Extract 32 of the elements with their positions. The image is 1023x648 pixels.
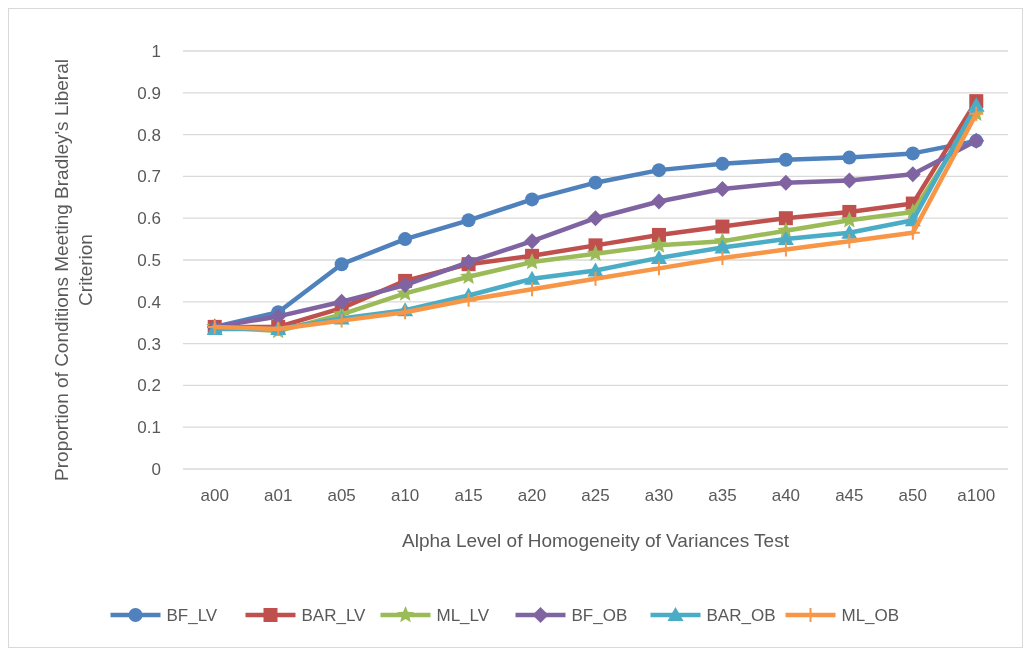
y-axis-title: Proportion of Conditions Meeting Bradley's Liberal Criterion xyxy=(51,59,96,481)
y-tick-label: 0.7 xyxy=(137,167,161,187)
y-tick-label: 0.3 xyxy=(137,334,161,354)
y-tick-label: 0.4 xyxy=(137,292,161,312)
x-tick-label: a40 xyxy=(771,486,801,505)
x-tick-label: a50 xyxy=(898,486,927,505)
legend-label: BF_OB xyxy=(571,605,628,625)
x-tick-label: a30 xyxy=(644,486,674,505)
x-tick-label: a20 xyxy=(517,486,547,505)
x-tick-label: a45 xyxy=(835,486,864,505)
y-tick-label: 1 xyxy=(151,41,161,61)
y-tick-label: 0.8 xyxy=(137,125,161,145)
x-tick-label: a15 xyxy=(454,486,483,505)
x-axis-title: Alpha Level of Homogeneity of Variances Test xyxy=(402,530,790,551)
y-tick-label: 0.5 xyxy=(137,250,161,270)
legend-label: BAR_LV xyxy=(301,605,367,625)
legend-label: ML_LV xyxy=(436,605,490,625)
x-tick-label: a100 xyxy=(957,486,996,505)
x-tick-label: a00 xyxy=(200,486,229,505)
legend-label: ML_OB xyxy=(841,605,900,625)
x-tick-label: a05 xyxy=(327,486,356,505)
x-tick-label: a35 xyxy=(708,486,737,505)
legend-label: BF_LV xyxy=(166,605,218,625)
y-tick-label: 0.1 xyxy=(137,418,161,438)
legend-label: BAR_OB xyxy=(706,605,776,625)
x-tick-label: a25 xyxy=(581,486,610,505)
y-tick-label: 0.9 xyxy=(137,83,161,103)
y-tick-label: 0.2 xyxy=(137,376,161,396)
x-tick-label: a01 xyxy=(264,486,293,505)
x-tick-label: a10 xyxy=(390,486,420,505)
y-tick-label: 0.6 xyxy=(137,209,161,229)
y-tick-label: 0 xyxy=(151,459,161,479)
